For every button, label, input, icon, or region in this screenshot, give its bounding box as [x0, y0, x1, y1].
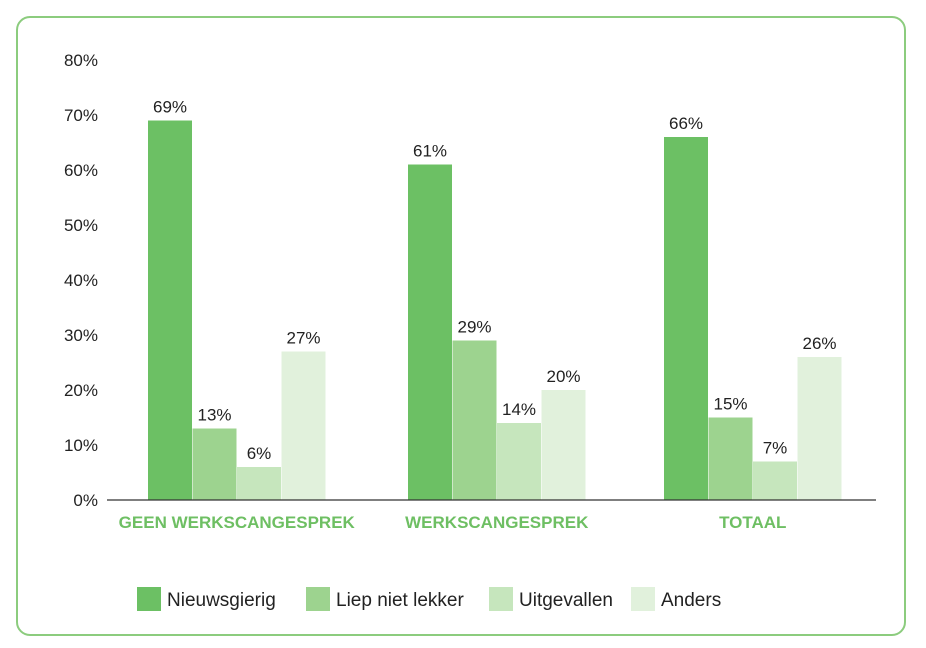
- bar: [664, 137, 708, 500]
- legend: Nieuwsgierig Liep niet lekker Uitgevallen A…: [137, 587, 721, 611]
- legend-label: Liep niet lekker: [336, 590, 464, 611]
- x-category-label: GEEN WERKSCANGESPREK: [119, 513, 356, 532]
- y-tick-label: 40%: [64, 271, 98, 290]
- legend-label: Uitgevallen: [519, 590, 613, 611]
- bar: [148, 120, 192, 500]
- data-label: 13%: [197, 406, 231, 425]
- y-tick-label: 30%: [64, 326, 98, 345]
- x-category-label: WERKSCANGESPREK: [405, 513, 589, 532]
- legend-item: Anders: [631, 587, 721, 611]
- data-label: 61%: [413, 142, 447, 161]
- data-label: 15%: [713, 395, 747, 414]
- y-tick-label: 80%: [64, 51, 98, 70]
- bar: [452, 340, 497, 500]
- legend-label: Nieuwsgierig: [167, 590, 276, 611]
- legend-label: Anders: [661, 590, 721, 611]
- legend-item: Nieuwsgierig: [137, 587, 276, 611]
- legend-item: Liep niet lekker: [306, 587, 464, 611]
- y-tick-label: 10%: [64, 436, 98, 455]
- data-label: 14%: [502, 400, 536, 419]
- data-label: 20%: [546, 367, 580, 386]
- data-label: 7%: [763, 439, 788, 458]
- bar: [408, 164, 452, 500]
- data-label: 26%: [802, 334, 836, 353]
- y-tick-label: 60%: [64, 161, 98, 180]
- bar: [753, 461, 797, 500]
- bar: [541, 390, 586, 500]
- legend-item: Uitgevallen: [489, 587, 613, 611]
- bar: [797, 357, 842, 500]
- data-label: 66%: [669, 114, 703, 133]
- bar: [497, 423, 541, 500]
- bar: [281, 351, 326, 500]
- legend-swatch: [489, 587, 513, 611]
- data-label: 27%: [286, 329, 320, 348]
- y-axis: 0% 10% 20% 30% 40% 50% 60% 70% 80%: [64, 51, 98, 510]
- bar: [192, 428, 237, 500]
- data-label: 6%: [247, 444, 272, 463]
- x-axis: GEEN WERKSCANGESPREK WERKSCANGESPREK TOTAA…: [119, 513, 787, 532]
- bar: [708, 417, 753, 500]
- bar-series: 69% 13% 6% 27% 61% 29% 14% 20% 66% 15% 7% 26%: [148, 98, 842, 500]
- legend-swatch: [306, 587, 330, 611]
- legend-swatch: [631, 587, 655, 611]
- y-tick-label: 50%: [64, 216, 98, 235]
- y-tick-label: 70%: [64, 106, 98, 125]
- x-category-label: TOTAAL: [719, 513, 786, 532]
- legend-swatch: [137, 587, 161, 611]
- data-label: 29%: [457, 318, 491, 337]
- y-tick-label: 20%: [64, 381, 98, 400]
- bar: [237, 467, 281, 500]
- data-label: 69%: [153, 98, 187, 117]
- y-tick-label: 0%: [73, 491, 98, 510]
